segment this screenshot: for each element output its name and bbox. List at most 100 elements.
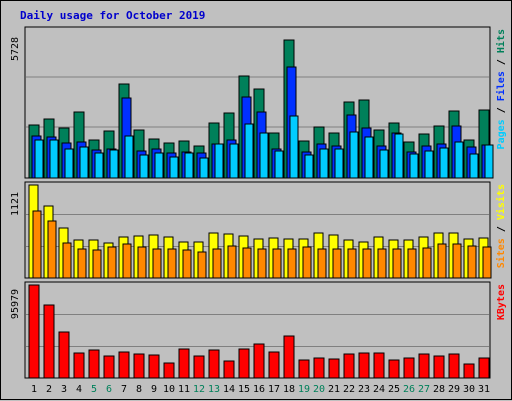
x-tick-18: 18: [283, 384, 295, 395]
bar-pages-22: [349, 131, 359, 179]
bar-kbytes-13: [208, 349, 220, 379]
bar-pages-4: [79, 146, 89, 179]
bar-sites-14: [227, 245, 237, 279]
bar-kbytes-15: [238, 348, 250, 379]
x-tick-29: 29: [448, 384, 460, 395]
bar-kbytes-14: [223, 360, 235, 379]
x-tick-14: 14: [223, 384, 235, 395]
bar-sites-16: [257, 248, 267, 279]
x-tick-11: 11: [178, 384, 190, 395]
legend-separator: /: [496, 101, 507, 119]
legend-hits: Hits: [495, 29, 507, 53]
bar-pages-10: [169, 156, 179, 179]
bar-kbytes-17: [268, 351, 280, 379]
bar-kbytes-10: [163, 362, 175, 379]
bar-pages-31: [484, 144, 494, 179]
bar-pages-15: [244, 123, 254, 179]
bar-kbytes-3: [58, 331, 70, 379]
x-tick-17: 17: [268, 384, 280, 395]
bar-pages-11: [184, 152, 194, 179]
bar-pages-9: [154, 152, 164, 179]
bar-kbytes-28: [433, 355, 445, 379]
bar-sites-12: [197, 251, 207, 279]
bar-pages-3: [64, 148, 74, 179]
bar-sites-9: [152, 248, 162, 279]
bar-kbytes-25: [388, 359, 400, 379]
legend-files: Files: [495, 71, 507, 101]
x-tick-16: 16: [253, 384, 265, 395]
bar-sites-25: [392, 248, 402, 279]
bar-pages-12: [199, 157, 209, 179]
bar-kbytes-30: [463, 363, 475, 379]
x-tick-5: 5: [91, 384, 97, 395]
x-tick-4: 4: [76, 384, 82, 395]
x-tick-22: 22: [343, 384, 355, 395]
legend-separator: /: [496, 53, 507, 71]
bar-kbytes-18: [283, 335, 295, 379]
bar-kbytes-9: [148, 354, 160, 379]
bar-sites-6: [107, 246, 117, 279]
x-tick-23: 23: [358, 384, 370, 395]
bar-pages-27: [424, 150, 434, 179]
bar-pages-17: [274, 150, 284, 179]
bar-kbytes-20: [313, 357, 325, 379]
y-max-label: 95979: [10, 289, 21, 319]
x-tick-15: 15: [238, 384, 250, 395]
legend-sites: Sites: [495, 238, 507, 268]
bar-kbytes-27: [418, 353, 430, 379]
bar-kbytes-19: [298, 359, 310, 379]
bar-sites-1: [32, 210, 42, 279]
bar-pages-14: [229, 143, 239, 179]
bar-sites-31: [482, 246, 492, 279]
bar-pages-5: [94, 152, 104, 179]
bar-pages-13: [214, 143, 224, 179]
bar-sites-18: [287, 248, 297, 279]
bar-kbytes-29: [448, 353, 460, 379]
bar-pages-18: [289, 115, 299, 179]
x-tick-28: 28: [433, 384, 445, 395]
bar-pages-16: [259, 132, 269, 179]
bar-pages-2: [49, 139, 59, 179]
bar-pages-23: [364, 136, 374, 179]
bar-kbytes-4: [73, 352, 85, 379]
x-tick-20: 20: [313, 384, 325, 395]
bar-pages-30: [469, 153, 479, 179]
x-tick-8: 8: [136, 384, 142, 395]
y-max-label: 5728: [10, 37, 21, 61]
legend-visits-sites: Sites / Visits: [495, 184, 507, 268]
x-tick-26: 26: [403, 384, 415, 395]
y-max-label: 1121: [10, 192, 21, 216]
bar-sites-15: [242, 247, 252, 279]
chart-title: Daily usage for October 2019: [20, 9, 206, 22]
x-tick-30: 30: [463, 384, 475, 395]
x-tick-10: 10: [163, 384, 175, 395]
bar-sites-5: [92, 249, 102, 279]
legend-kbytes: KBytes: [496, 284, 507, 320]
bar-pages-26: [409, 153, 419, 179]
panel-kbytes: 95979 KBytes: [10, 281, 507, 379]
x-tick-13: 13: [208, 384, 220, 395]
bar-pages-25: [394, 133, 404, 179]
bar-pages-24: [379, 149, 389, 179]
bar-pages-8: [139, 154, 149, 179]
bar-kbytes-5: [88, 349, 100, 379]
bar-kbytes-7: [118, 351, 130, 379]
bar-sites-27: [422, 247, 432, 279]
panel-visits-sites: 1121 Sites / Visits: [10, 181, 507, 279]
bar-sites-19: [302, 246, 312, 279]
legend-pages: Pages: [496, 119, 507, 149]
x-tick-12: 12: [193, 384, 205, 395]
bar-kbytes-16: [253, 343, 265, 379]
bar-kbytes-8: [133, 353, 145, 379]
bar-pages-19: [304, 154, 314, 179]
bar-sites-10: [167, 248, 177, 279]
bar-sites-17: [272, 248, 282, 279]
x-tick-31: 31: [478, 384, 490, 395]
bar-sites-30: [467, 245, 477, 279]
bar-sites-20: [317, 248, 327, 279]
bar-pages-28: [439, 147, 449, 179]
x-tick-25: 25: [388, 384, 400, 395]
bar-pages-1: [34, 139, 44, 179]
